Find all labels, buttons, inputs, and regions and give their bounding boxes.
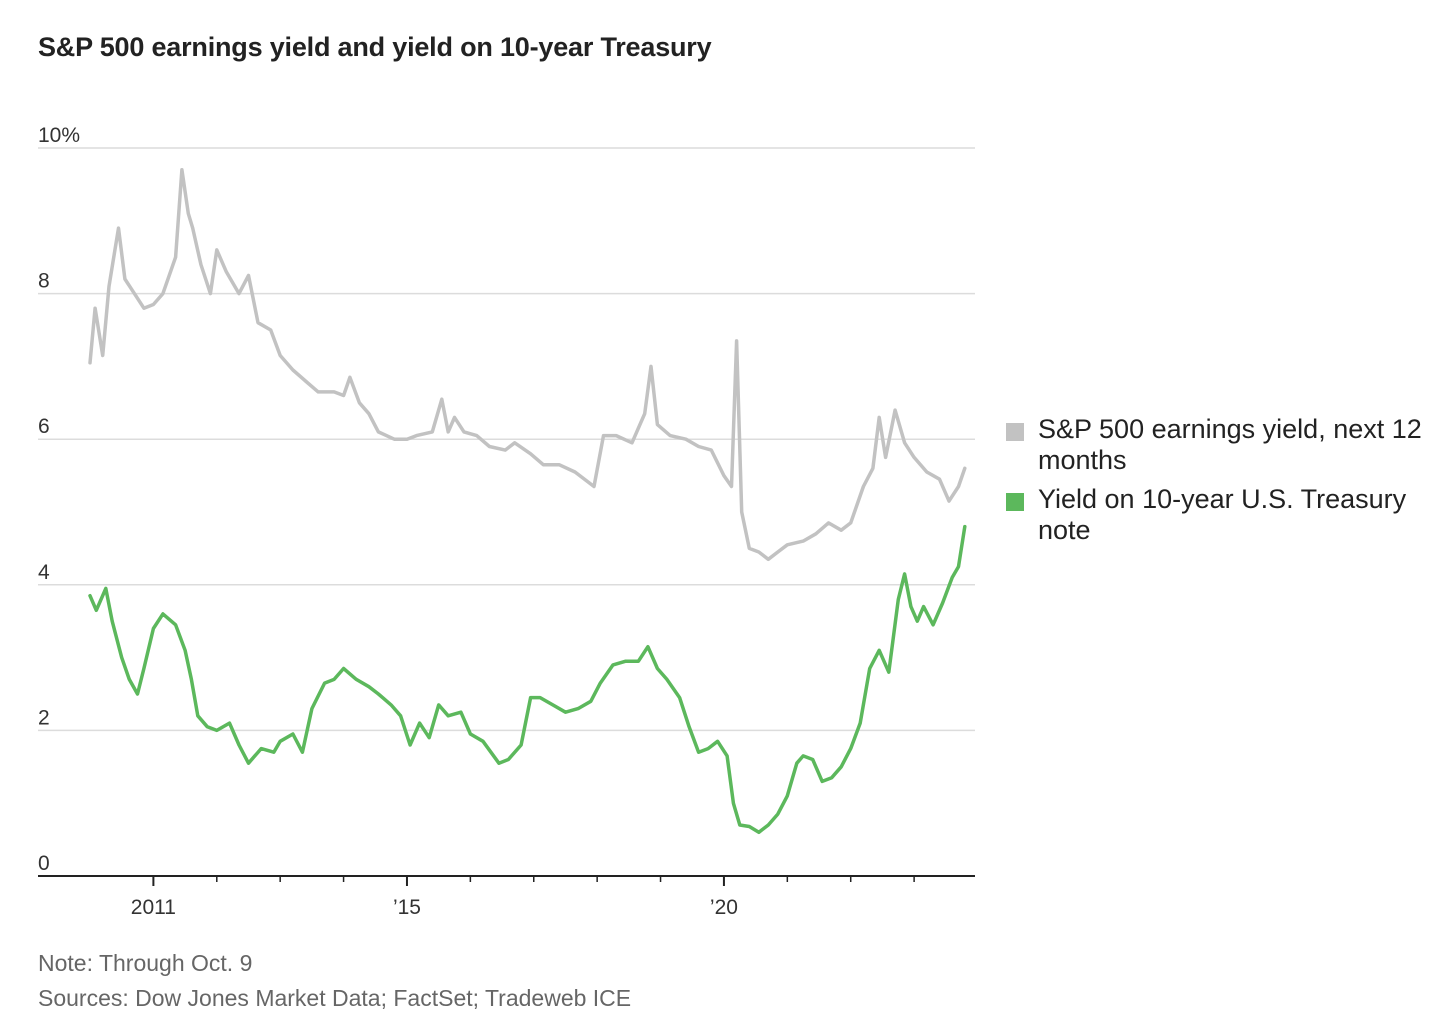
y-axis-ticks: 0 2 4 6 8 10% [38,124,80,875]
footer-note: Note: Through Oct. 9 [38,950,253,976]
series-line-0 [88,168,967,562]
y-tick-label-8: 8 [38,270,50,293]
legend-item-treasury-yield: Yield on 10-year U.S. Treasury note [1006,484,1456,546]
x-tick-label-2020: ’20 [710,896,738,919]
legend-label-treasury-yield: Yield on 10-year U.S. Treasury note [1038,484,1407,545]
y-tick-label-6: 6 [38,415,50,438]
y-tick-label-10: 10% [38,124,80,147]
legend-label-earnings-yield: S&P 500 earnings yield, next 12 months [1038,414,1422,475]
x-tick-label-2011: 2011 [131,896,176,919]
legend-swatch-green [1006,493,1024,511]
footer-sources: Sources: Dow Jones Market Data; FactSet;… [38,985,632,1011]
chart-title: S&P 500 earnings yield and yield on 10-y… [38,32,712,62]
legend-item-earnings-yield: S&P 500 earnings yield, next 12 months [1006,414,1456,476]
x-tick-label-2015: ’15 [393,896,421,919]
series-line-1 [88,524,967,835]
y-tick-label-0: 0 [38,852,50,875]
grid-lines [38,147,975,732]
legend: S&P 500 earnings yield, next 12 months Y… [1006,414,1456,554]
series-lines [88,168,967,835]
legend-swatch-gray [1006,423,1024,441]
y-tick-label-2: 2 [38,706,50,729]
x-axis: 2011 ’15 ’20 [38,875,975,919]
y-tick-label-4: 4 [38,561,50,584]
